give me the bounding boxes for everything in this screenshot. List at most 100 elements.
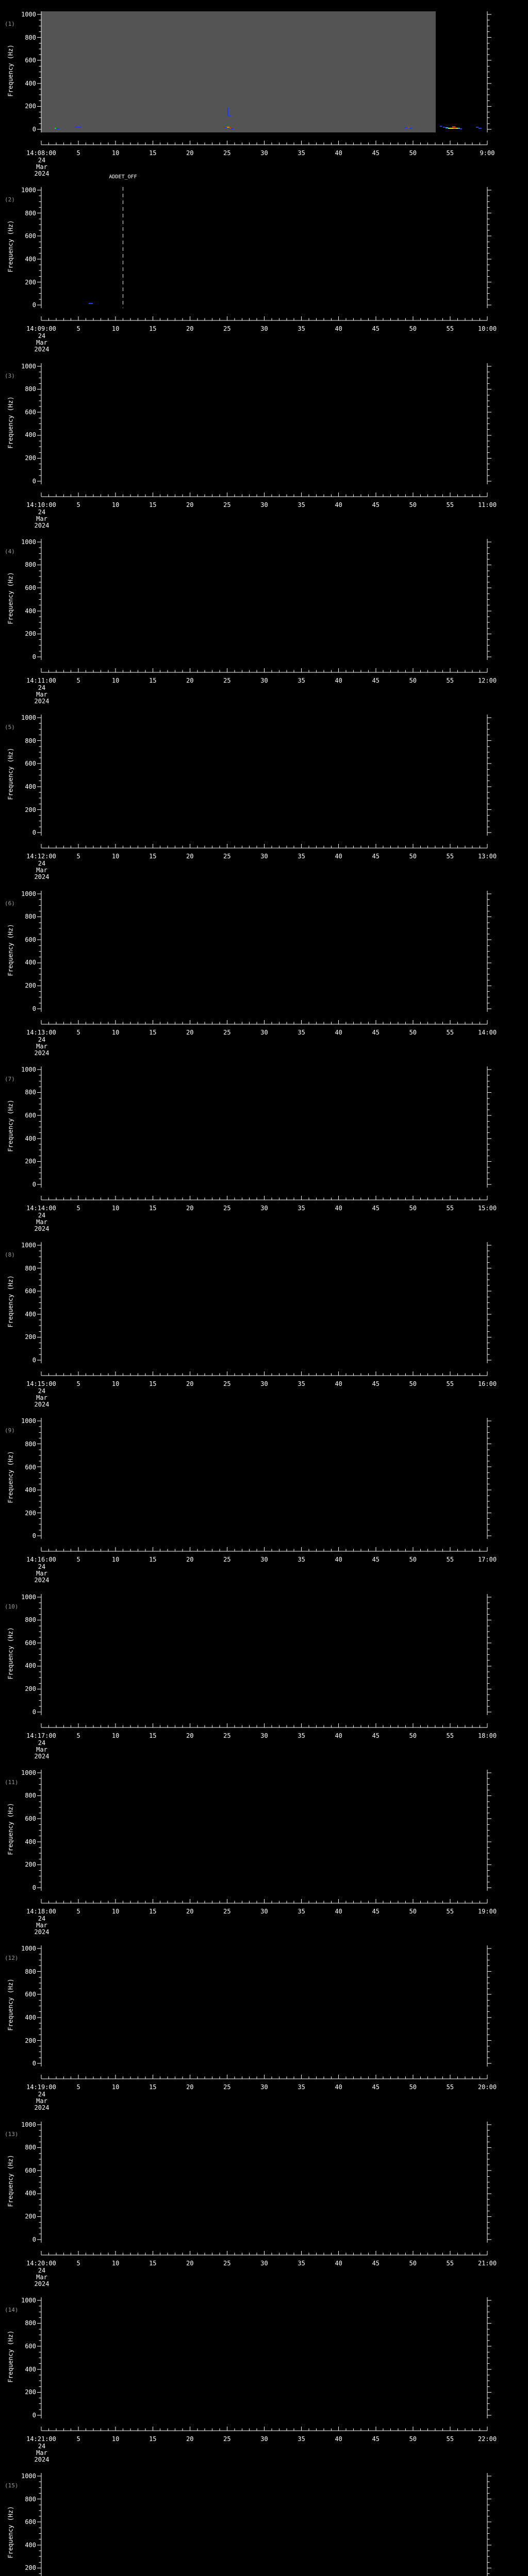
x-end-time-label: 16:00 [477,1380,497,1388]
x-tick-label: 30 [260,2259,268,2267]
y-tick-label: 800 [25,1089,36,1096]
date-line: Mar [36,163,47,171]
x-tick-label: 35 [298,1380,305,1388]
axis-ticks [37,187,491,321]
x-tick-label: 35 [298,1204,305,1212]
plot-area [41,11,487,132]
x-tick-label: 15 [149,2083,157,2091]
y-tick-label: 800 [25,1440,36,1448]
y-tick-label: 600 [25,1111,36,1119]
y-tick-label: 600 [25,57,36,64]
y-tick-label: 200 [25,103,36,110]
axis-labels: 0 200 400 600 800 1000 14:09:00 5 10 15 20 25 30 35 40… [0,176,528,353]
spectrogram-panel: (5) Frequency (Hz) 0 200 400 600 800 1000 14:1… [0,703,528,880]
x-tick-label: 50 [409,1028,417,1036]
x-tick-label: 50 [409,149,417,157]
x-tick-label: 5 [76,1732,80,1739]
axes [37,1242,491,1376]
x-tick-label: 5 [76,2435,80,2443]
x-tick-label: 10 [111,1380,120,1388]
x-tick-label: 5 [76,325,80,333]
date-line: 24 [38,332,46,340]
x-tick-label: 15 [149,1907,157,1915]
y-tick-label: 0 [32,1005,36,1012]
y-tick-label: 200 [25,806,36,814]
axes [37,363,491,497]
x-tick-label: 50 [409,1907,417,1915]
y-tick-label: 200 [25,2564,36,2572]
y-tick-label: 1000 [21,1242,36,1249]
y-tick-label: 800 [25,1264,36,1272]
x-tick-label: 30 [260,1380,268,1388]
y-tick-label: 400 [25,1134,36,1142]
x-tick-label: 55 [446,853,454,860]
x-start-time-label: 14:09:00 [26,325,56,333]
x-tick-label: 30 [260,853,268,860]
x-tick-label: 10 [111,2083,120,2091]
y-tick-label: 1000 [21,11,36,18]
x-tick-label: 55 [446,325,454,333]
y-tick-label: 0 [32,126,36,133]
axis-labels: 0 200 400 600 800 1000 14:11:00 5 10 15 20 25 30 35 40… [0,528,528,705]
x-tick-label: 35 [298,1907,305,1915]
x-tick-label: 25 [223,1380,231,1388]
axes [37,538,491,673]
x-tick-label: 10 [111,1204,120,1212]
y-tick-label: 1000 [21,1593,36,1601]
x-tick-label: 20 [186,1028,194,1036]
x-tick-label: 45 [372,1556,380,1564]
detection-mark [89,302,93,304]
x-tick-label: 20 [186,676,194,684]
x-tick-label: 30 [260,325,268,333]
x-tick-label: 55 [446,1907,454,1915]
x-tick-label: 10 [111,676,120,684]
x-tick-label: 25 [223,1204,231,1212]
date-line: 24 [38,508,46,516]
x-tick-label: 50 [409,676,417,684]
x-tick-label: 50 [409,1204,417,1212]
axis-labels: 0 200 400 600 800 1000 14:15:00 5 10 15 20 25 30 35 40… [0,1231,528,1408]
axis-labels: 0 200 400 600 800 1000 14:19:00 5 10 15 20 25 30 35 40… [0,1934,528,2111]
x-end-time-label: 19:00 [477,1907,497,1915]
axis-labels: 0 200 400 600 800 1000 14:16:00 5 10 15 20 25 30 35 40… [0,1406,528,1584]
x-tick-label: 20 [186,149,194,157]
x-tick-label: 35 [298,325,305,333]
x-tick-label: 25 [223,853,231,860]
x-tick-label: 10 [111,1556,120,1564]
y-tick-label: 800 [25,737,36,744]
axis-ticks [37,890,491,1024]
date-line: 2024 [34,170,50,177]
axis-labels: 0 200 400 600 800 1000 14:08:00 5 10 15 20 25 30 35 40… [0,0,528,177]
date-line: Mar [36,1394,47,1402]
x-tick-label: 30 [260,1204,268,1212]
x-tick-label: 45 [372,676,380,684]
y-tick-label: 200 [25,2037,36,2044]
date-line: 24 [38,1914,46,1922]
x-start-time-label: 14:20:00 [26,2259,56,2267]
date-line: 24 [38,157,46,164]
date-line: 2024 [34,2455,50,2463]
x-start-time-label: 14:15:00 [26,1380,56,1388]
x-tick-label: 20 [186,1732,194,1739]
detection-mark [231,128,234,129]
x-start-time-label: 14:10:00 [26,501,56,509]
date-line: Mar [36,1042,47,1050]
x-tick-label: 30 [260,501,268,509]
date-line: 24 [38,1036,46,1043]
x-tick-label: 45 [372,2435,380,2443]
detection-mark [57,128,59,129]
y-tick-label: 800 [25,1792,36,1800]
x-tick-label: 55 [446,2259,454,2267]
x-tick-label: 40 [335,2259,342,2267]
x-tick-label: 35 [298,2259,305,2267]
date-line: Mar [36,515,47,522]
detection-mark [229,127,232,129]
x-tick-label: 25 [223,2083,231,2091]
detection-mark [448,128,454,129]
axes [37,1418,491,1552]
x-tick-label: 5 [76,676,80,684]
x-tick-label: 35 [298,1028,305,1036]
x-end-time-label: 12:00 [477,676,497,684]
x-tick-label: 20 [186,501,194,509]
